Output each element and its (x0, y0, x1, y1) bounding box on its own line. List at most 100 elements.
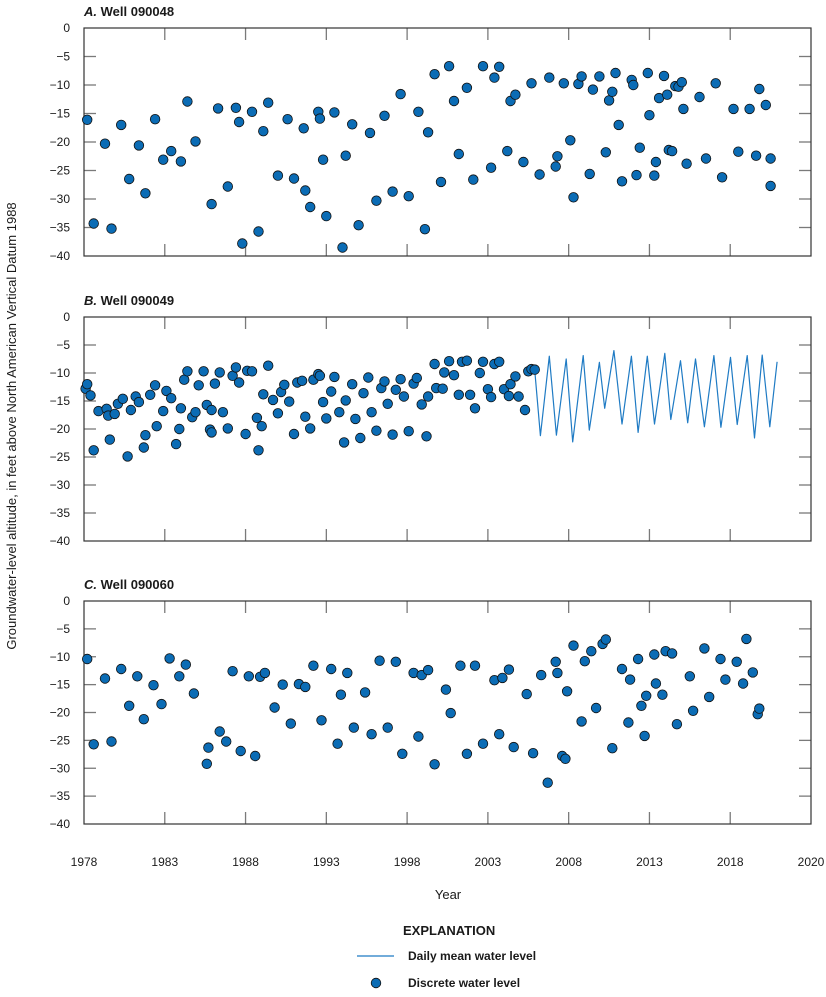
discrete-water-level-point (161, 385, 172, 397)
discrete-water-level-point (230, 102, 242, 114)
discrete-water-level-point (329, 371, 340, 383)
panel-well-name: Well 090060 (97, 577, 174, 592)
discrete-water-level-point (765, 180, 776, 192)
discrete-water-level-point (657, 689, 668, 700)
discrete-water-level-point (387, 429, 398, 440)
discrete-water-level-point (379, 376, 390, 387)
discrete-water-level-point (366, 729, 377, 740)
discrete-water-level-point (550, 161, 561, 172)
discrete-water-level-point (747, 667, 759, 678)
discrete-water-level-point (249, 750, 261, 762)
discrete-water-level-point (422, 127, 434, 138)
discrete-water-level-point (429, 68, 440, 80)
panel-letter: A. (83, 4, 97, 19)
discrete-water-level-point (371, 195, 382, 206)
discrete-water-level-point (422, 391, 434, 402)
discrete-water-level-point (754, 83, 765, 95)
discrete-water-level-point (348, 722, 360, 733)
discrete-water-level-point (123, 173, 135, 185)
discrete-water-level-point (258, 125, 269, 137)
discrete-water-level-point (347, 379, 358, 390)
discrete-water-level-point (314, 113, 326, 124)
discrete-water-level-point (544, 72, 555, 83)
discrete-water-level-point (363, 372, 374, 383)
discrete-water-level-point (235, 745, 246, 757)
discrete-water-level-point (468, 174, 479, 185)
discrete-water-level-point (115, 663, 127, 675)
discrete-water-level-point (716, 172, 728, 183)
discrete-water-level-point (214, 726, 225, 737)
y-tick-label: −40 (50, 249, 71, 263)
discrete-water-level-point (164, 653, 175, 664)
discrete-water-level-point (542, 777, 553, 788)
discrete-water-level-point (704, 691, 715, 703)
discrete-water-level-point (317, 396, 329, 408)
panel-title: A. Well 090048 (83, 4, 174, 19)
discrete-water-level-point (321, 210, 332, 222)
discrete-water-level-point (422, 664, 434, 676)
discrete-water-level-point (106, 736, 117, 747)
discrete-water-level-point (765, 153, 776, 164)
discrete-water-level-point (263, 360, 274, 371)
discrete-water-level-point (296, 375, 308, 387)
discrete-water-level-point (267, 394, 279, 406)
discrete-water-level-point (435, 176, 447, 188)
discrete-water-level-point (188, 688, 200, 699)
discrete-water-level-point (474, 367, 486, 379)
discrete-water-level-point (259, 667, 271, 679)
y-tick-label: −30 (50, 478, 71, 492)
discrete-water-level-point (149, 380, 161, 391)
discrete-water-level-point (568, 192, 579, 203)
discrete-water-level-point (279, 379, 290, 391)
discrete-water-level-point (300, 185, 311, 196)
discrete-water-level-point (233, 377, 245, 388)
discrete-water-level-point (298, 123, 309, 134)
discrete-water-level-point (641, 690, 652, 702)
discrete-water-level-point (650, 678, 662, 689)
discrete-water-level-point (206, 427, 217, 438)
y-tick-label: −20 (50, 422, 71, 436)
discrete-water-level-point (448, 95, 460, 107)
discrete-water-level-point (411, 372, 423, 384)
discrete-water-level-point (138, 714, 150, 725)
discrete-water-level-point (170, 438, 182, 450)
y-tick-label: −15 (50, 394, 71, 408)
discrete-water-level-point (429, 759, 440, 770)
panel-title: C. Well 090060 (84, 577, 174, 592)
discrete-water-level-point (443, 60, 455, 72)
discrete-water-level-point (607, 86, 618, 98)
discrete-water-level-point (88, 445, 99, 456)
discrete-water-level-point (750, 150, 762, 161)
y-tick-label: −10 (50, 78, 71, 92)
discrete-water-level-point (395, 374, 406, 385)
panel-well-name: Well 090048 (97, 4, 174, 19)
discrete-water-level-point (666, 648, 678, 659)
discrete-water-level-point (379, 110, 390, 122)
discrete-water-level-point (737, 678, 749, 689)
discrete-water-level-point (624, 674, 636, 685)
discrete-water-level-point (246, 106, 258, 118)
discrete-water-level-point (649, 649, 660, 660)
discrete-water-level-point (489, 72, 500, 83)
y-tick-label: 0 (63, 21, 70, 35)
discrete-water-level-point (288, 428, 300, 440)
discrete-water-level-point (132, 671, 143, 682)
discrete-water-level-point (305, 423, 316, 434)
discrete-water-level-point (88, 218, 99, 229)
discrete-water-level-point (453, 389, 465, 401)
discrete-water-level-point (175, 403, 187, 414)
discrete-water-level-point (403, 426, 414, 437)
discrete-water-level-point (338, 437, 350, 448)
discrete-water-level-point (334, 407, 345, 418)
discrete-water-level-point (494, 61, 505, 73)
discrete-water-level-point (366, 407, 377, 418)
discrete-water-level-point (448, 370, 460, 381)
x-tick-label: 1988 (232, 855, 259, 869)
y-tick-label: −10 (50, 650, 71, 664)
plot-frame (83, 27, 812, 257)
discrete-water-level-point (314, 370, 326, 382)
discrete-water-level-point (760, 99, 772, 111)
discrete-water-level-point (445, 707, 456, 719)
discrete-water-level-point (603, 95, 615, 106)
